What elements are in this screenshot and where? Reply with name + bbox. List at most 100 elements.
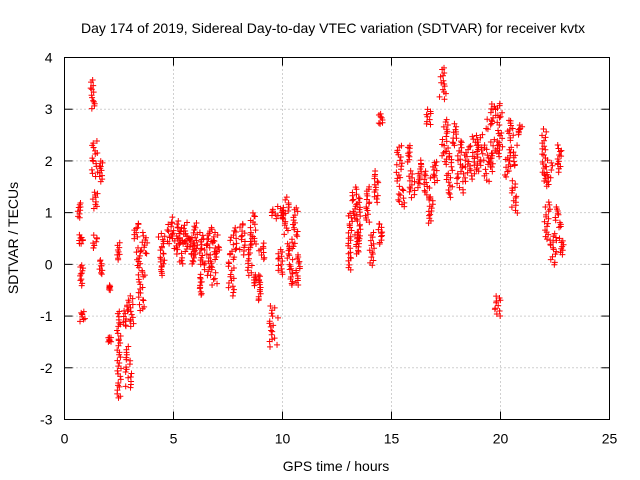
data-point [158, 266, 165, 273]
data-point [443, 116, 450, 123]
data-point [117, 376, 124, 383]
data-point [349, 189, 356, 196]
data-point [479, 150, 486, 157]
data-point [114, 387, 121, 394]
data-point [345, 257, 352, 264]
data-point [90, 205, 97, 212]
data-point [117, 339, 124, 346]
data-point [173, 244, 180, 251]
data-point [345, 240, 352, 247]
data-point [205, 255, 212, 262]
data-point [475, 168, 482, 175]
data-point [165, 228, 172, 235]
data-point [115, 255, 122, 262]
x-tick-labels: 0 5 10 15 20 25 [61, 431, 618, 447]
data-point [552, 214, 559, 221]
chart-title: Day 174 of 2019, Sidereal Day-to-day VTE… [81, 20, 585, 36]
y-tick-label: 3 [45, 101, 53, 117]
data-point [505, 161, 512, 168]
data-point [357, 221, 364, 228]
data-point [458, 139, 465, 146]
data-point [542, 204, 549, 211]
data-point [291, 212, 298, 219]
data-point [539, 132, 546, 139]
data-point [545, 199, 552, 206]
data-point [357, 204, 364, 211]
y-tick-label: -2 [40, 360, 53, 376]
data-point [143, 250, 150, 257]
data-point [229, 283, 236, 290]
data-point [90, 140, 97, 147]
data-point [480, 157, 487, 164]
data-point [192, 224, 199, 231]
data-point [481, 142, 488, 149]
data-point [128, 311, 135, 318]
data-point [236, 246, 243, 253]
data-point [495, 130, 502, 137]
data-point [201, 260, 208, 267]
data-point [398, 163, 405, 170]
data-point [355, 248, 362, 255]
data-point [487, 138, 494, 145]
data-point [451, 120, 458, 127]
data-point [429, 197, 436, 204]
data-point [417, 157, 424, 164]
data-point [193, 237, 200, 244]
data-point [272, 211, 279, 218]
data-point [248, 269, 255, 276]
data-point [181, 238, 188, 245]
data-point [283, 194, 290, 201]
data-point [424, 106, 431, 113]
data-point [260, 243, 267, 250]
data-point [426, 196, 433, 203]
data-point [178, 224, 185, 231]
data-point [91, 189, 98, 196]
data-point [422, 168, 429, 175]
data-point [441, 70, 448, 77]
data-point [550, 239, 557, 246]
data-point [257, 284, 264, 291]
data-point [440, 123, 447, 130]
data-point [394, 175, 401, 182]
data-point [228, 248, 235, 255]
data-point [175, 217, 182, 224]
data-point [247, 229, 254, 236]
data-point [439, 141, 446, 148]
data-point [201, 246, 208, 253]
data-point [436, 93, 443, 100]
data-point [489, 106, 496, 113]
data-point [278, 261, 285, 268]
data-point [174, 224, 181, 231]
data-point [178, 250, 185, 257]
data-point [376, 220, 383, 227]
data-point [231, 286, 238, 293]
data-point [551, 259, 558, 266]
data-point [275, 262, 282, 269]
data-point [165, 221, 172, 228]
data-point [548, 159, 555, 166]
data-point [288, 273, 294, 280]
data-point [554, 142, 561, 149]
data-point [516, 122, 523, 129]
data-point [424, 183, 431, 190]
data-point [78, 309, 85, 316]
data-point [546, 201, 553, 208]
data-point [230, 241, 237, 248]
data-point [88, 105, 95, 112]
data-point [363, 203, 370, 210]
data-point [116, 239, 123, 246]
data-point [96, 162, 103, 169]
data-point [433, 158, 440, 165]
data-point [268, 331, 275, 338]
data-point [415, 170, 422, 177]
data-point [124, 302, 131, 309]
data-point [512, 194, 519, 201]
data-point [294, 251, 301, 258]
data-point [251, 213, 258, 220]
data-point [353, 241, 360, 248]
data-point [115, 336, 122, 343]
data-point [512, 207, 519, 214]
data-point [278, 253, 285, 260]
data-point [462, 157, 469, 164]
data-point [296, 263, 303, 270]
